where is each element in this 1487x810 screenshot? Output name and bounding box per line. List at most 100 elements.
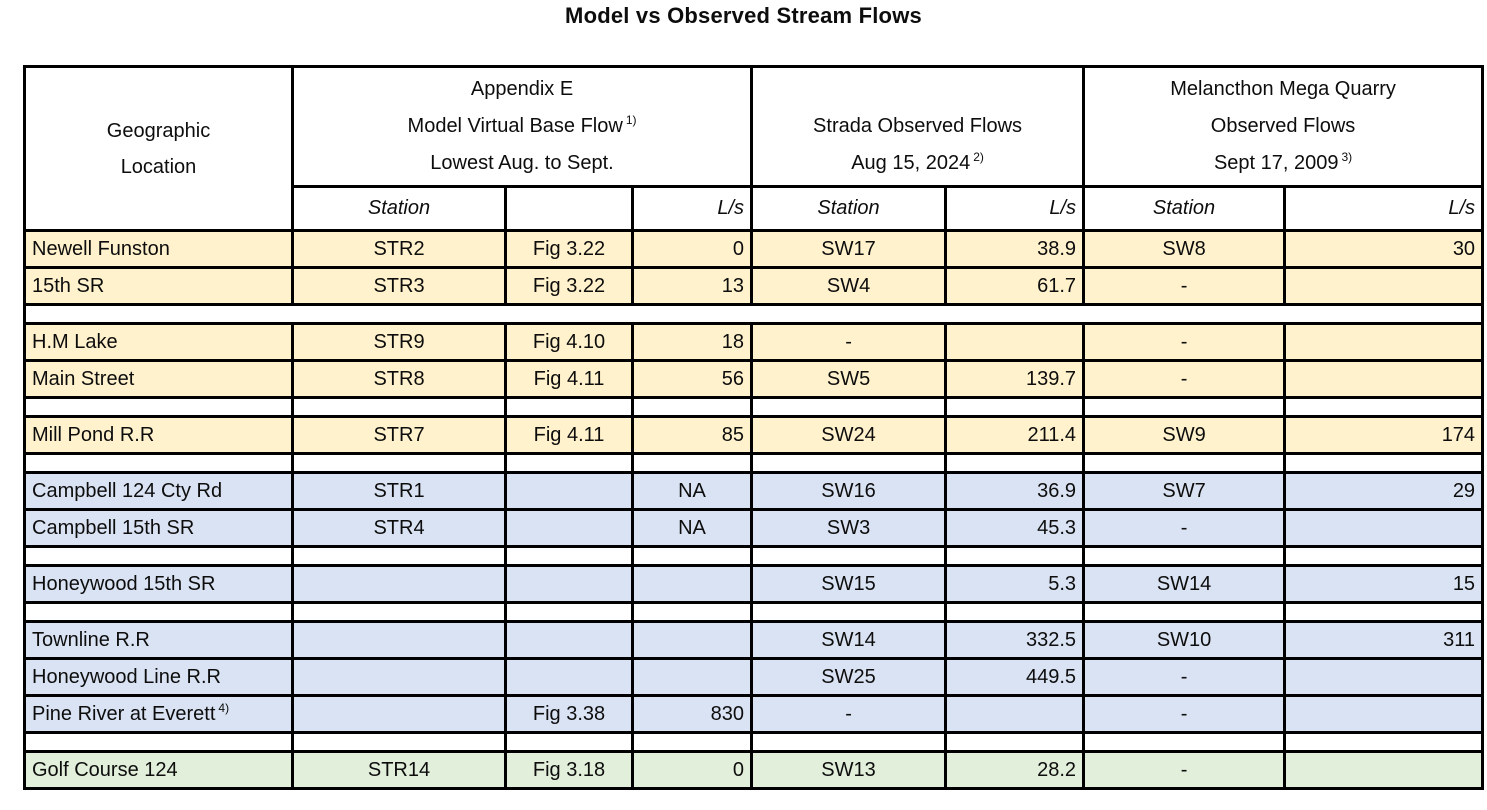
cell-figure: Fig 3.22 <box>504 229 634 269</box>
cell-station3: SW8 <box>1082 229 1287 269</box>
cell-flow2: 211.4 <box>944 415 1086 455</box>
cell-flow3 <box>1283 657 1485 697</box>
cell-flow3 <box>1283 359 1485 399</box>
cell-station2: SW5 <box>750 359 948 399</box>
spacer-cell <box>1082 731 1287 753</box>
spacer-cell <box>1082 452 1287 474</box>
spacer-cell <box>504 601 634 623</box>
cell-flow2: 28.2 <box>944 750 1086 790</box>
spacer-cell <box>630 545 754 567</box>
cell-station2: SW4 <box>750 266 948 306</box>
cell-flow2: 38.9 <box>944 229 1086 269</box>
table-row: 15th SR STR3 Fig 3.22 13 SW4 61.7- <box>23 266 1485 306</box>
cell-flow2 <box>944 322 1086 362</box>
cell-flow2: 45.3 <box>944 508 1086 548</box>
cell-station2: SW14 <box>750 620 948 660</box>
cell-location: H.M Lake <box>23 322 294 362</box>
cell-flow2: 61.7 <box>944 266 1086 306</box>
spacer-cell <box>630 452 754 474</box>
header-melancthon-line3: Sept 17, 2009 3) <box>1087 145 1480 182</box>
cell-flow2: 449.5 <box>944 657 1086 697</box>
spacer-cell <box>504 452 634 474</box>
spacer-row <box>23 731 1485 753</box>
table-row: Pine River at Everett 4) Fig 3.38 830- - <box>23 694 1485 734</box>
header-row-groups: Geographic Location Appendix E Model Vir… <box>23 65 1485 232</box>
spacer-cell <box>23 545 294 567</box>
cell-location: Townline R.R <box>23 620 294 660</box>
spacer-cell <box>291 452 507 474</box>
cell-station1: STR7 <box>291 415 507 455</box>
spacer-cell <box>750 452 948 474</box>
header-strada-line1: Strada Observed Flows <box>813 115 1023 137</box>
cell-flow1: 13 <box>630 266 754 306</box>
cell-flow3 <box>1283 266 1485 306</box>
footnote-ref-4: 4) <box>218 700 230 715</box>
cell-station1: STR2 <box>291 229 507 269</box>
spacer-row <box>23 452 1485 474</box>
page-title: Model vs Observed Stream Flows <box>565 3 922 28</box>
spacer-cell <box>944 601 1086 623</box>
cell-flow1 <box>630 657 754 697</box>
cell-station1: STR4 <box>291 508 507 548</box>
spacer-cell <box>23 731 294 753</box>
cell-location: Mill Pond R.R <box>23 415 294 455</box>
cell-flow2: 36.9 <box>944 471 1086 511</box>
cell-flow1: NA <box>630 508 754 548</box>
spacer-cell <box>504 396 634 418</box>
cell-flow1: 830 <box>630 694 754 734</box>
spacer-cell <box>630 396 754 418</box>
header-geographic-line2: Location <box>120 155 197 178</box>
spacer-row <box>23 601 1485 623</box>
table-row: Main Street STR8 Fig 4.11 56 SW5 139.7- <box>23 359 1485 399</box>
subheader-figure-blank <box>504 185 634 232</box>
spacer-cell <box>750 731 948 753</box>
cell-station3: - <box>1082 657 1287 697</box>
table-row: Honeywood 15th SR SW15 5.3 SW14 15 <box>23 564 1485 604</box>
header-geographic-location: Geographic Location <box>23 65 294 232</box>
footnote-ref-2: 2) <box>973 150 984 165</box>
spacer-cell <box>291 601 507 623</box>
header-melancthon-line1: Melancthon Mega Quarry <box>1170 78 1396 100</box>
header-melancthon-line3-text: Sept 17, 2009 <box>1213 152 1339 174</box>
header-appendix-line3: Lowest Aug. to Sept. <box>430 152 614 174</box>
header-strada-line2-text: Aug 15, 2024 <box>851 152 971 174</box>
cell-figure: Fig 4.11 <box>504 415 634 455</box>
cell-figure: Fig 3.22 <box>504 266 634 306</box>
header-appendix-line1: Appendix E <box>470 78 574 100</box>
table-row: Campbell 124 Cty Rd STR1 NA SW16 36.9 SW7 29 <box>23 471 1485 511</box>
spacer-cell <box>630 601 754 623</box>
header-appendix-line2-text: Model Virtual Base Flow <box>407 115 623 137</box>
cell-flow3: 15 <box>1283 564 1485 604</box>
spacer-cell <box>504 731 634 753</box>
table-row: Campbell 15th SR STR4 NA SW3 45.3- <box>23 508 1485 548</box>
cell-figure: Fig 3.38 <box>504 694 634 734</box>
subheader-station-strada: Station <box>750 185 948 232</box>
cell-station3: - <box>1082 359 1287 399</box>
table-body: Newell Funston STR2 Fig 3.22 0 SW17 38.9 SW8 30… <box>22 229 1485 790</box>
cell-figure <box>504 657 634 697</box>
cell-flow1 <box>630 564 754 604</box>
cell-station1: STR9 <box>291 322 507 362</box>
spacer-cell <box>944 731 1086 753</box>
cell-location: Main Street <box>23 359 294 399</box>
cell-flow3: 174 <box>1283 415 1485 455</box>
cell-location: Pine River at Everett 4) <box>23 694 294 734</box>
cell-flow1 <box>630 620 754 660</box>
spacer-cell <box>944 452 1086 474</box>
cell-flow1: NA <box>630 471 754 511</box>
spacer-cell <box>1283 545 1485 567</box>
cell-location: Campbell 124 Cty Rd <box>23 471 294 511</box>
header-geographic-line1: Geographic <box>106 119 211 142</box>
cell-flow3 <box>1283 322 1485 362</box>
cell-station1 <box>291 564 507 604</box>
cell-figure <box>504 508 634 548</box>
cell-station3: - <box>1082 694 1287 734</box>
header-melancthon-observed: Melancthon Mega Quarry Observed Flows Se… <box>1082 65 1485 188</box>
cell-station2: SW15 <box>750 564 948 604</box>
cell-figure <box>504 564 634 604</box>
footnote-ref-1: 1) <box>625 113 637 128</box>
cell-station3: SW14 <box>1082 564 1287 604</box>
spacer-row <box>22 303 1485 325</box>
cell-station1: STR14 <box>291 750 507 790</box>
cell-flow1: 0 <box>630 750 754 790</box>
